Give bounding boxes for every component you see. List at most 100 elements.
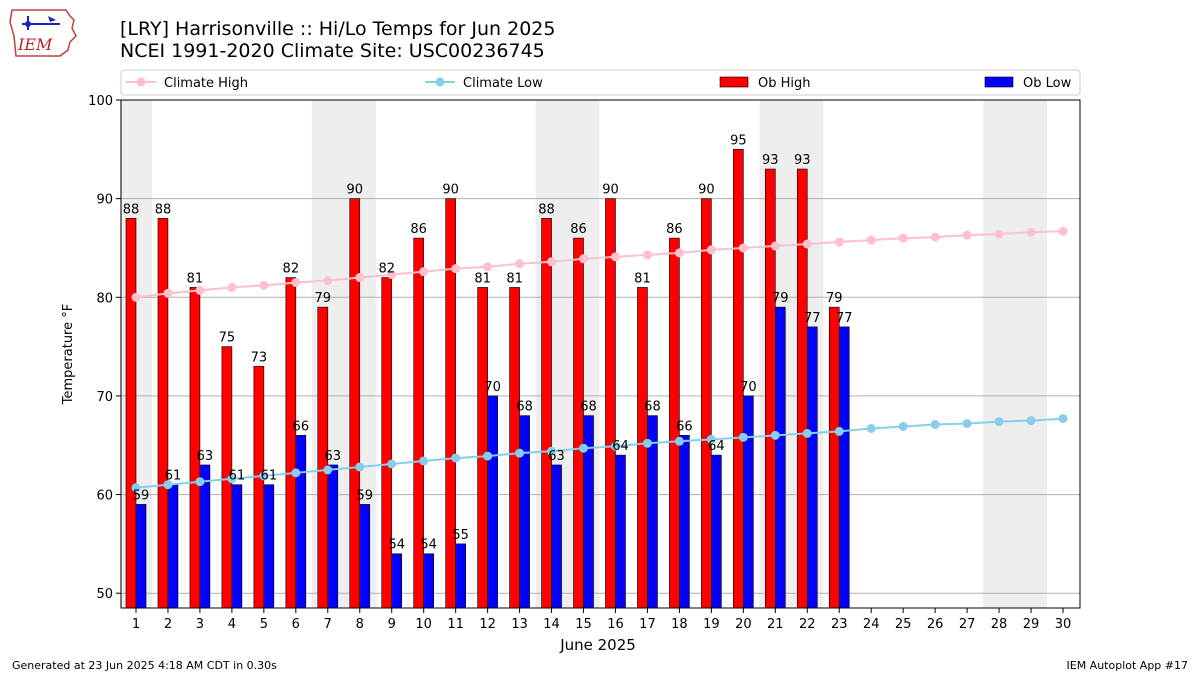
climate-high-point	[930, 232, 940, 242]
climate-low-point	[898, 422, 908, 432]
climate-low-point	[451, 453, 461, 463]
data-label: 61	[229, 469, 246, 484]
y-axis-label: Temperature °F	[61, 304, 76, 405]
x-tick-label: 25	[895, 617, 912, 632]
data-label: 70	[740, 380, 757, 395]
data-label: 90	[442, 183, 459, 198]
climate-high-point	[419, 267, 429, 277]
climate-low-point	[834, 426, 844, 436]
data-label: 68	[516, 400, 533, 415]
x-tick-label: 30	[1055, 617, 1072, 632]
legend-ob-low-label: Ob Low	[1023, 76, 1072, 91]
data-label: 68	[644, 400, 661, 415]
climate-low-point	[547, 446, 557, 456]
climate-high-point	[802, 239, 812, 249]
climate-low-point	[259, 471, 269, 481]
x-tick-label: 2	[164, 617, 172, 632]
ob-low-bar	[487, 395, 498, 609]
ob-high-bar	[796, 168, 808, 609]
climate-high-point	[163, 288, 173, 298]
climate-low-point	[1026, 416, 1036, 426]
data-label: 81	[187, 271, 204, 286]
climate-low-point	[291, 468, 301, 478]
ob-high-bar	[828, 306, 840, 609]
y-tick-label: 50	[96, 587, 113, 602]
climate-low-point	[131, 483, 141, 493]
weekend-band	[983, 100, 1016, 608]
data-label: 81	[506, 271, 523, 286]
legend-ob-low-swatch	[984, 76, 1014, 88]
climate-low-point	[866, 423, 876, 433]
x-tick-label: 27	[959, 617, 976, 632]
climate-high-point	[898, 233, 908, 243]
climate-low-point	[642, 438, 652, 448]
ob-high-bar	[733, 149, 744, 609]
climate-low-point	[770, 430, 780, 440]
climate-low-point	[195, 477, 205, 487]
climate-high-point	[1026, 227, 1036, 237]
ob-high-bar	[157, 218, 169, 609]
ob-low-bar	[806, 326, 818, 609]
x-tick-label: 19	[703, 617, 720, 632]
legend-ob-high-swatch	[719, 76, 749, 88]
x-tick-label: 9	[388, 617, 396, 632]
ob-high-bar	[765, 168, 776, 609]
climate-high-point	[579, 254, 589, 264]
ob-high-bar	[349, 198, 361, 609]
climate-high-point	[227, 282, 237, 292]
generated-timestamp: Generated at 23 Jun 2025 4:18 AM CDT in …	[12, 659, 277, 672]
bar-labels: 88 59 88 61 81 63 75 61 73 61 82 66 79 63 90 59 82 54 86 54…	[123, 133, 853, 552]
ob-low-bar	[391, 553, 403, 609]
climate-high-point	[610, 252, 620, 262]
legend-climate-low-marker	[435, 77, 445, 87]
legend-climate-high-label: Climate High	[164, 76, 248, 91]
climate-high-point	[994, 229, 1004, 239]
x-tick-label: 6	[292, 617, 300, 632]
data-label: 88	[155, 202, 172, 217]
data-label: 88	[123, 202, 140, 217]
data-label: 90	[602, 183, 619, 198]
climate-low-point	[674, 436, 684, 446]
climate-high-point	[259, 280, 269, 290]
data-label: 79	[772, 291, 789, 306]
data-label: 88	[538, 202, 555, 217]
ob-high-bar	[509, 287, 520, 609]
ob-low-bar	[359, 504, 371, 609]
climate-low-point	[738, 432, 748, 442]
climate-high-point	[642, 250, 652, 260]
climate-high-point	[387, 270, 397, 280]
data-label: 61	[165, 469, 182, 484]
ob-high-bar	[253, 366, 265, 609]
ob-low-bar	[743, 395, 754, 609]
x-tick-label: 15	[575, 617, 592, 632]
x-tick-label: 3	[196, 617, 204, 632]
climate-high-point	[451, 264, 461, 274]
y-tick-label: 70	[96, 390, 113, 405]
data-label: 73	[251, 350, 268, 365]
climate-high-point	[195, 285, 205, 295]
data-label: 63	[325, 449, 342, 464]
data-label: 93	[794, 153, 811, 168]
climate-low-point	[419, 456, 429, 466]
data-label: 81	[474, 271, 491, 286]
climate-low-point	[355, 462, 365, 472]
data-label: 63	[548, 449, 565, 464]
climate-high-point	[674, 248, 684, 258]
climate-low-point	[802, 428, 812, 438]
data-label: 66	[293, 419, 310, 434]
data-label: 54	[388, 538, 405, 553]
climate-high-point	[1058, 226, 1068, 236]
data-label: 55	[452, 528, 469, 543]
legend: Climate High Climate Low Ob High Ob Low	[120, 69, 1081, 96]
x-tick-label: 5	[260, 617, 268, 632]
bars	[125, 149, 850, 609]
x-tick-label: 24	[863, 617, 880, 632]
climate-high-point	[834, 237, 844, 247]
ob-low-bar	[519, 415, 530, 609]
y-tick-label: 80	[96, 291, 113, 306]
ob-low-bar	[711, 454, 722, 609]
ob-low-bar	[423, 553, 434, 609]
chart-title: [LRY] Harrisonville :: Hi/Lo Temps for J…	[120, 18, 556, 40]
